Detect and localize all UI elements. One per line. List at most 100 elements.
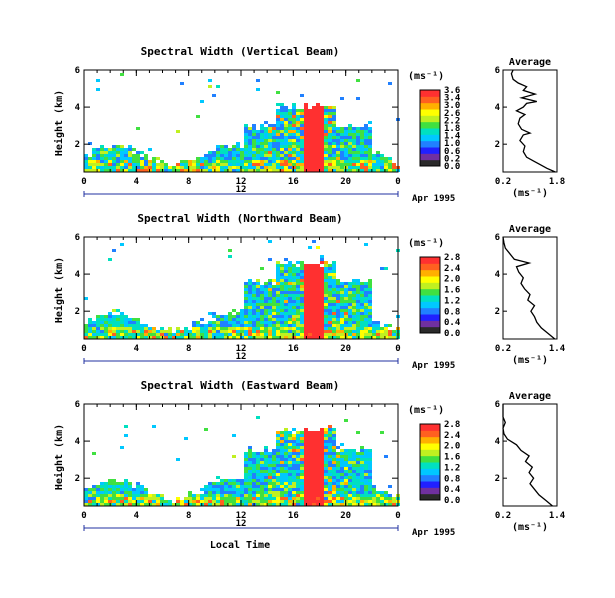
date-label: 12 (236, 185, 247, 195)
heatmap-axes: 0 4 8 12 16 20 0 2 4 6 12 (75, 66, 401, 197)
date-label: 12 (236, 519, 247, 529)
y-axis-label: Height (km) (53, 424, 65, 490)
colorbar-tick-label: 0.0 (444, 162, 460, 172)
colorbar-label: (ms⁻¹) (408, 238, 444, 249)
colorbar: (ms⁻¹)2.82.42.01.61.20.80.40.0 (408, 238, 461, 339)
colorbar-tick-label: 1.0 (444, 139, 460, 149)
average-x-label: (ms⁻¹) (512, 522, 548, 533)
colorbar-tick-label: 2.4 (444, 431, 461, 441)
colorbar-tick-label: 1.8 (444, 124, 460, 134)
average-x-tick: 0.2 (495, 177, 511, 187)
x-tick-label: 16 (288, 177, 299, 187)
average-x-tick: 1.4 (549, 344, 566, 354)
colorbar-tick-label: 0.4 (444, 318, 461, 328)
x-tick-label: 8 (186, 344, 191, 354)
average-y-tick: 6 (495, 66, 500, 76)
average-line (502, 236, 556, 340)
average-y-tick: 4 (495, 270, 501, 280)
colorbar-tick-label: 0.6 (444, 147, 460, 157)
y-tick-label: 2 (75, 474, 80, 484)
average-x-tick: 1.8 (549, 177, 565, 187)
average-y-tick: 4 (495, 437, 501, 447)
heatmap-axes: 0 4 8 12 16 20 0 2 4 6 12 (75, 400, 401, 531)
average-y-tick: 2 (495, 307, 500, 317)
x-tick-label: 12 (236, 511, 247, 521)
x-tick-label: 0 (81, 511, 86, 521)
colorbar-tick-label: 1.6 (444, 453, 460, 463)
x-tick-label: 16 (288, 511, 299, 521)
colorbar-label: (ms⁻¹) (408, 71, 444, 82)
x-tick-label: 20 (340, 177, 351, 187)
average-x-tick: 0.2 (495, 344, 511, 354)
average-y-tick: 6 (495, 233, 500, 243)
y-axis-label: Height (km) (53, 257, 65, 323)
colorbar-tick-label: 2.8 (444, 253, 460, 263)
colorbar-tick-label: 2.8 (444, 420, 460, 430)
x-tick-label: 0 (81, 177, 86, 187)
colorbar-tick-label: 2.0 (444, 442, 460, 452)
x-tick-label: 20 (340, 344, 351, 354)
colorbar: (ms⁻¹)3.63.43.02.62.21.81.41.00.60.20.0 (408, 71, 461, 172)
y-tick-label: 4 (75, 437, 81, 447)
x-axis-label: Local Time (210, 539, 270, 551)
average-y-tick: 4 (495, 103, 501, 113)
average-y-tick: 2 (495, 474, 500, 484)
colorbar-tick-label: 2.6 (444, 109, 460, 119)
average-title: Average (509, 224, 551, 235)
average-y-tick: 2 (495, 140, 500, 150)
colorbar-tick-label: 0.2 (444, 154, 460, 164)
colorbar-tick-label: 1.6 (444, 286, 460, 296)
x-tick-label: 4 (134, 344, 140, 354)
colorbar-tick-label: 0.8 (444, 474, 460, 484)
average-title: Average (509, 57, 551, 68)
x-tick-label: 20 (340, 511, 351, 521)
y-tick-label: 6 (75, 233, 80, 243)
x-tick-label: 8 (186, 177, 191, 187)
x-tick-label: 0 (81, 344, 86, 354)
heatmap (84, 416, 400, 506)
panel-title: Spectral Width (Vertical Beam) (141, 45, 340, 58)
colorbar-tick-label: 3.6 (444, 86, 460, 96)
average-x-label: (ms⁻¹) (512, 355, 548, 366)
colorbar-tick-label: 0.4 (444, 485, 461, 495)
colorbar-label: (ms⁻¹) (408, 405, 444, 416)
date-suffix: Apr 1995 (412, 361, 455, 371)
y-tick-label: 2 (75, 140, 80, 150)
x-tick-label: 4 (134, 177, 140, 187)
colorbar-tick-label: 0.0 (444, 329, 460, 339)
y-tick-label: 4 (75, 270, 81, 280)
date-label: 12 (236, 352, 247, 362)
x-tick-label: 8 (186, 511, 191, 521)
average-x-tick: 0.2 (495, 511, 511, 521)
average-profile: Average 2 4 6 0.2 1.4(ms⁻¹) (495, 391, 566, 533)
average-line (510, 69, 556, 173)
panel-eastward-beam: Spectral Width (Eastward Beam) Height (k… (53, 379, 566, 551)
colorbar-tick-label: 3.0 (444, 101, 460, 111)
date-suffix: Apr 1995 (412, 528, 455, 538)
colorbar-tick-label: 1.4 (444, 132, 461, 142)
heatmap (84, 73, 400, 172)
panel-title: Spectral Width (Northward Beam) (137, 212, 342, 225)
x-tick-label: 12 (236, 177, 247, 187)
x-tick-label: 4 (134, 511, 140, 521)
panel-title: Spectral Width (Eastward Beam) (141, 379, 340, 392)
colorbar-tick-label: 2.0 (444, 275, 460, 285)
panel-vertical-beam: Spectral Width (Vertical Beam) Height (k… (53, 45, 565, 204)
y-tick-label: 6 (75, 66, 80, 76)
colorbar-tick-label: 1.2 (444, 296, 460, 306)
colorbar-tick-label: 1.2 (444, 463, 460, 473)
date-suffix: Apr 1995 (412, 194, 455, 204)
average-x-label: (ms⁻¹) (512, 188, 548, 199)
panel-northward-beam: Spectral Width (Northward Beam) Height (… (53, 212, 566, 371)
colorbar-tick-label: 2.4 (444, 264, 461, 274)
y-tick-label: 2 (75, 307, 80, 317)
y-tick-label: 6 (75, 400, 80, 410)
x-tick-label: 0 (395, 177, 400, 187)
x-tick-label: 12 (236, 344, 247, 354)
y-tick-label: 4 (75, 103, 81, 113)
average-y-tick: 6 (495, 400, 500, 410)
heatmap (84, 240, 400, 339)
x-tick-label: 16 (288, 344, 299, 354)
average-line (502, 404, 553, 507)
